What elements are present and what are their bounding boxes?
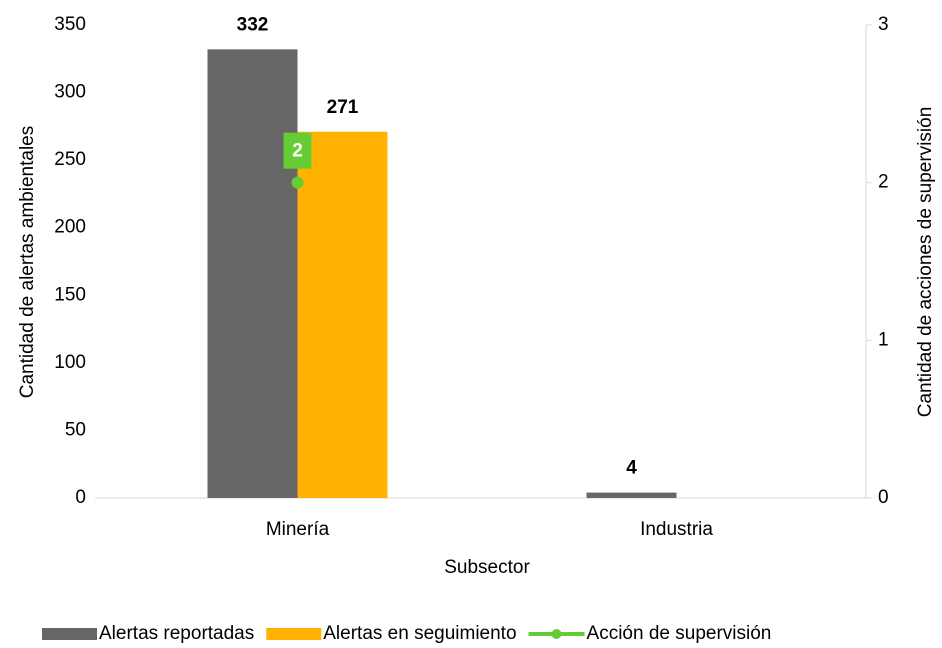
bar — [586, 492, 677, 498]
y2-axis-title: Cantidad de acciones de supervisión — [915, 107, 936, 418]
y-tick-label: 50 — [65, 419, 86, 440]
data-label: 332 — [237, 14, 269, 35]
x-tick-label: Minería — [266, 519, 330, 540]
y2-tick-label: 3 — [878, 14, 889, 35]
data-label: 4 — [626, 458, 637, 479]
y2-tick-label: 1 — [878, 329, 889, 350]
y-axis-title: Cantidad de alertas ambientales — [17, 126, 38, 399]
y2-tick-label: 2 — [878, 172, 889, 193]
legend-swatch — [266, 628, 322, 640]
legend-label: Acción de supervisión — [587, 623, 772, 644]
y-tick-label: 100 — [54, 352, 86, 373]
y-tick-label: 250 — [54, 149, 86, 170]
y-tick-label: 150 — [54, 284, 86, 305]
data-label-box — [283, 132, 312, 169]
bar — [207, 49, 298, 498]
line-point — [291, 176, 304, 189]
y-tick-label: 0 — [75, 487, 86, 508]
y-tick-label: 350 — [54, 14, 86, 35]
legend-swatch — [42, 628, 97, 640]
x-axis-title: Subsector — [444, 557, 530, 578]
y-tick-label: 300 — [54, 82, 86, 103]
y-tick-label: 200 — [54, 217, 86, 238]
legend-label: Alertas reportadas — [99, 623, 254, 644]
y2-tick-label: 0 — [878, 487, 889, 508]
legend-swatch-point — [551, 629, 562, 639]
legend-label: Alertas en seguimiento — [323, 623, 516, 644]
data-label: 2 — [292, 141, 303, 162]
bar — [297, 131, 388, 498]
x-tick-label: Industria — [640, 519, 713, 540]
data-label: 271 — [327, 97, 359, 118]
